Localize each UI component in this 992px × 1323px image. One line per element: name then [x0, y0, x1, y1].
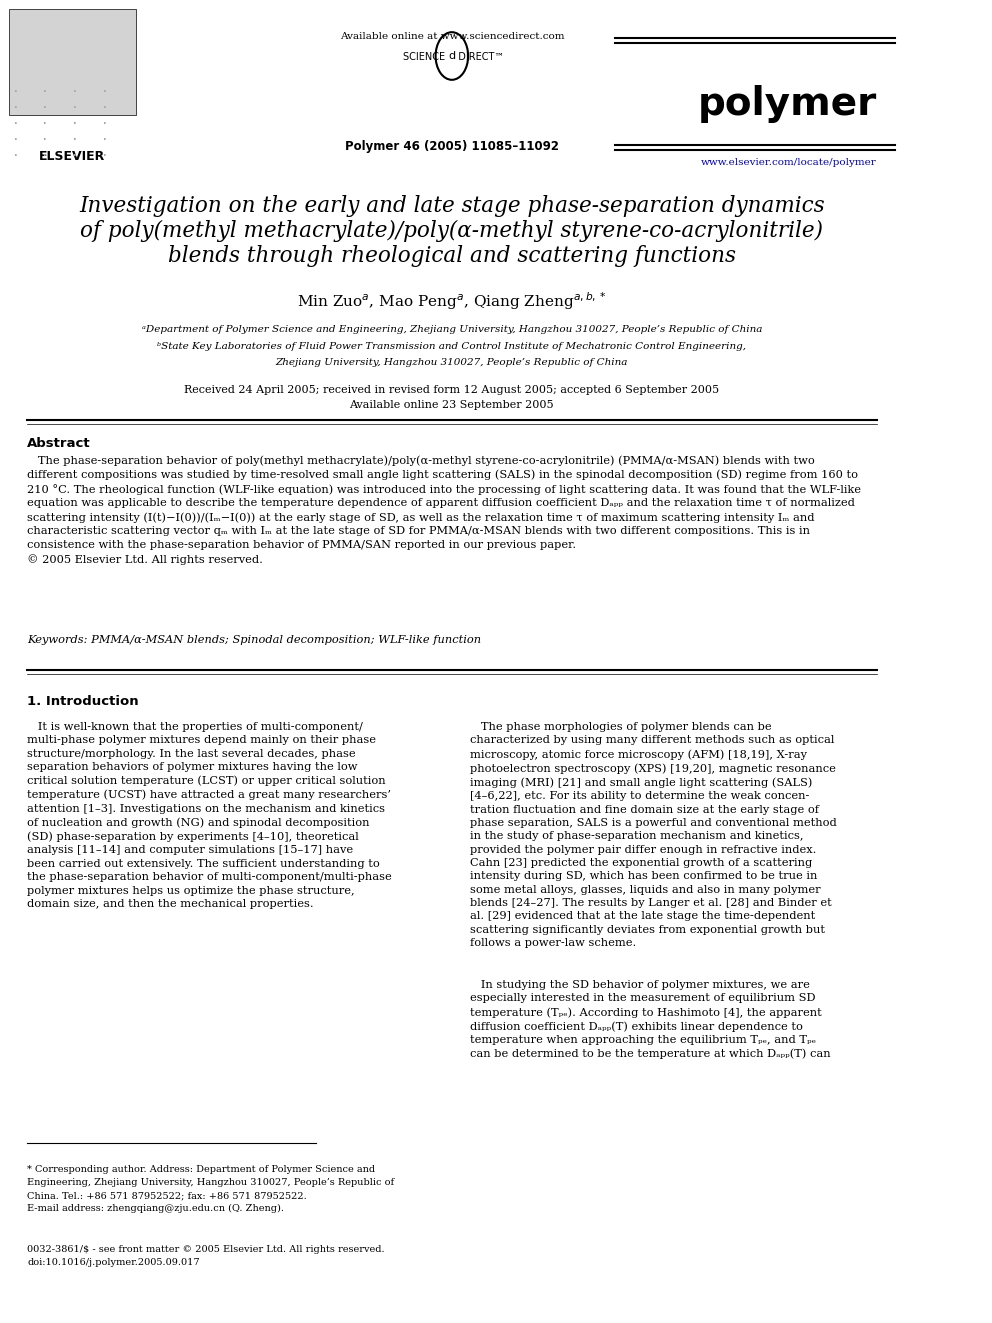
- Text: In studying the SD behavior of polymer mixtures, we are
especially interested in: In studying the SD behavior of polymer m…: [470, 980, 830, 1060]
- Text: Polymer 46 (2005) 11085–11092: Polymer 46 (2005) 11085–11092: [345, 140, 558, 153]
- Text: █: █: [14, 153, 15, 156]
- Text: Available online at www.sciencedirect.com: Available online at www.sciencedirect.co…: [339, 32, 564, 41]
- Text: Investigation on the early and late stage phase-separation dynamics: Investigation on the early and late stag…: [79, 194, 824, 217]
- Text: █: █: [103, 138, 104, 140]
- Text: 1. Introduction: 1. Introduction: [27, 695, 139, 708]
- Text: Keywords: PMMA/α-MSAN blends; Spinodal decomposition; WLF-like function: Keywords: PMMA/α-MSAN blends; Spinodal d…: [27, 635, 481, 646]
- Text: █: █: [103, 122, 104, 124]
- Text: █: █: [14, 90, 15, 93]
- Text: SCIENCE: SCIENCE: [404, 52, 452, 62]
- Text: █: █: [103, 153, 104, 156]
- Text: The phase morphologies of polymer blends can be
characterized by using many diff: The phase morphologies of polymer blends…: [470, 722, 836, 949]
- Text: * Corresponding author. Address: Department of Polymer Science and: * Corresponding author. Address: Departm…: [27, 1166, 375, 1174]
- Text: of poly(methyl methacrylate)/poly(α-methyl styrene-co-acrylonitrile): of poly(methyl methacrylate)/poly(α-meth…: [80, 220, 823, 242]
- Text: E-mail address: zhengqiang@zju.edu.cn (Q. Zheng).: E-mail address: zhengqiang@zju.edu.cn (Q…: [27, 1204, 284, 1213]
- Text: █: █: [44, 138, 45, 140]
- Text: █: █: [14, 106, 15, 108]
- Text: █: █: [44, 90, 45, 93]
- Text: █: █: [73, 106, 74, 108]
- Text: █: █: [14, 138, 15, 140]
- Text: █: █: [73, 138, 74, 140]
- Text: █: █: [73, 153, 74, 156]
- Text: China. Tel.: +86 571 87952522; fax: +86 571 87952522.: China. Tel.: +86 571 87952522; fax: +86 …: [27, 1191, 307, 1200]
- Text: █: █: [44, 153, 45, 156]
- Text: █: █: [103, 90, 104, 93]
- Text: Zhejiang University, Hangzhou 310027, People’s Republic of China: Zhejiang University, Hangzhou 310027, Pe…: [276, 359, 628, 366]
- Text: Abstract: Abstract: [27, 437, 90, 450]
- Text: █: █: [73, 90, 74, 93]
- Text: █: █: [44, 122, 45, 124]
- Text: █: █: [14, 122, 15, 124]
- Text: ELSEVIER: ELSEVIER: [39, 149, 105, 163]
- FancyBboxPatch shape: [9, 9, 136, 115]
- Text: Min Zuo$^a$, Mao Peng$^a$, Qiang Zheng$^{a,b,*}$: Min Zuo$^a$, Mao Peng$^a$, Qiang Zheng$^…: [297, 290, 607, 312]
- Text: polymer: polymer: [697, 85, 877, 123]
- Text: Received 24 April 2005; received in revised form 12 August 2005; accepted 6 Sept: Received 24 April 2005; received in revi…: [185, 385, 719, 396]
- Text: The phase-separation behavior of poly(methyl methacrylate)/poly(α-methyl styrene: The phase-separation behavior of poly(me…: [27, 455, 861, 565]
- Text: DIRECT™: DIRECT™: [452, 52, 504, 62]
- Text: ᵇState Key Laboratories of Fluid Power Transmission and Control Institute of Mec: ᵇState Key Laboratories of Fluid Power T…: [158, 343, 746, 351]
- Text: Available online 23 September 2005: Available online 23 September 2005: [349, 400, 555, 410]
- Text: █: █: [44, 106, 45, 108]
- Text: d: d: [448, 52, 455, 61]
- Text: █: █: [103, 106, 104, 108]
- Text: www.elsevier.com/locate/polymer: www.elsevier.com/locate/polymer: [701, 157, 877, 167]
- Text: It is well-known that the properties of multi-component/
multi-phase polymer mix: It is well-known that the properties of …: [27, 722, 392, 909]
- Text: █: █: [73, 122, 74, 124]
- Text: Engineering, Zhejiang University, Hangzhou 310027, People’s Republic of: Engineering, Zhejiang University, Hangzh…: [27, 1177, 394, 1187]
- Text: ᵃDepartment of Polymer Science and Engineering, Zhejiang University, Hangzhou 31: ᵃDepartment of Polymer Science and Engin…: [142, 325, 762, 333]
- Text: doi:10.1016/j.polymer.2005.09.017: doi:10.1016/j.polymer.2005.09.017: [27, 1258, 199, 1267]
- Text: blends through rheological and scattering functions: blends through rheological and scatterin…: [168, 245, 736, 267]
- Text: 0032-3861/$ - see front matter © 2005 Elsevier Ltd. All rights reserved.: 0032-3861/$ - see front matter © 2005 El…: [27, 1245, 385, 1254]
